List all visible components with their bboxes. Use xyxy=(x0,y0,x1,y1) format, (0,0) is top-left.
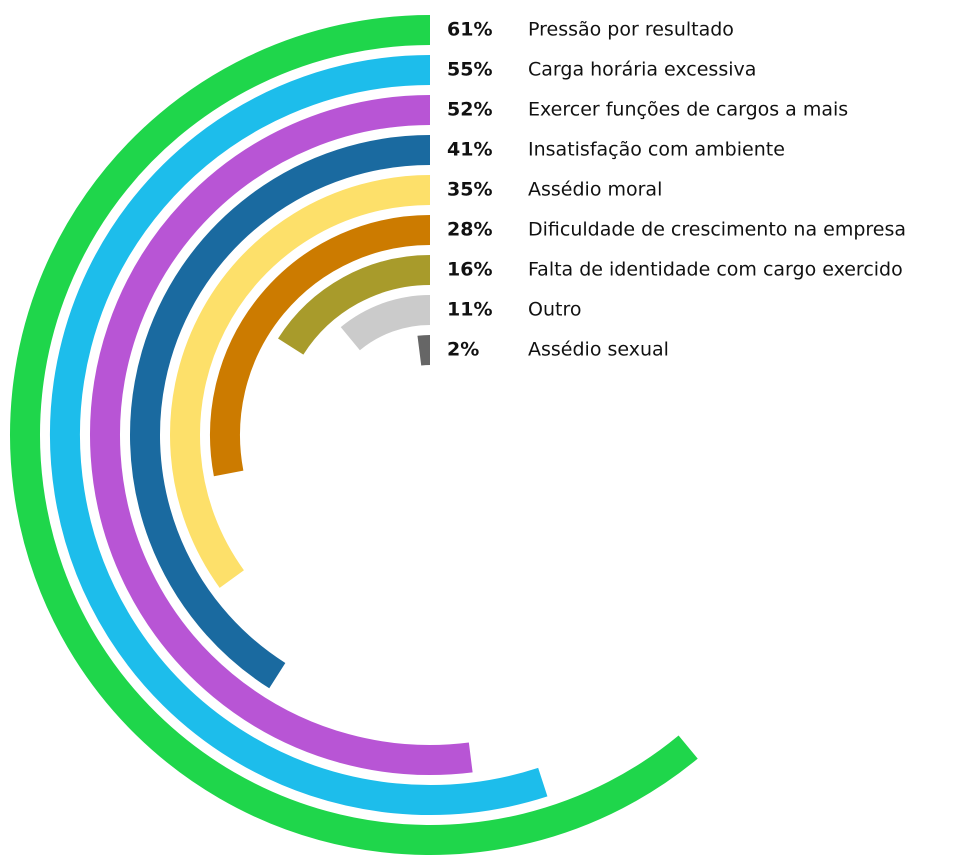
value-label: 35% xyxy=(447,179,492,201)
category-label: Falta de identidade com cargo exercido xyxy=(528,259,903,281)
category-label: Assédio moral xyxy=(528,179,662,201)
value-label: 52% xyxy=(447,99,492,121)
category-label: Pressão por resultado xyxy=(528,19,734,41)
value-label: 55% xyxy=(447,59,492,81)
value-label: 16% xyxy=(447,259,492,281)
value-label: 28% xyxy=(447,219,492,241)
category-label: Insatisfação com ambiente xyxy=(528,139,785,161)
category-label: Exercer funções de cargos a mais xyxy=(528,99,848,121)
value-label: 61% xyxy=(447,19,492,41)
value-label: 2% xyxy=(447,339,479,361)
category-label: Assédio sexual xyxy=(528,339,669,361)
radial-bar xyxy=(417,335,431,366)
category-label: Outro xyxy=(528,299,581,321)
radial-bar xyxy=(170,175,431,588)
category-label: Carga horária excessiva xyxy=(528,59,756,81)
category-label: Dificuldade de crescimento na empresa xyxy=(528,219,906,241)
value-label: 11% xyxy=(447,299,492,321)
radial-bar xyxy=(50,55,548,815)
radial-bar xyxy=(90,95,473,775)
radial-bar xyxy=(130,135,431,689)
value-label: 41% xyxy=(447,139,492,161)
radial-bar xyxy=(210,215,431,477)
radial-bar xyxy=(10,15,698,855)
radial-bar xyxy=(340,295,431,351)
radial-bar xyxy=(278,255,431,355)
